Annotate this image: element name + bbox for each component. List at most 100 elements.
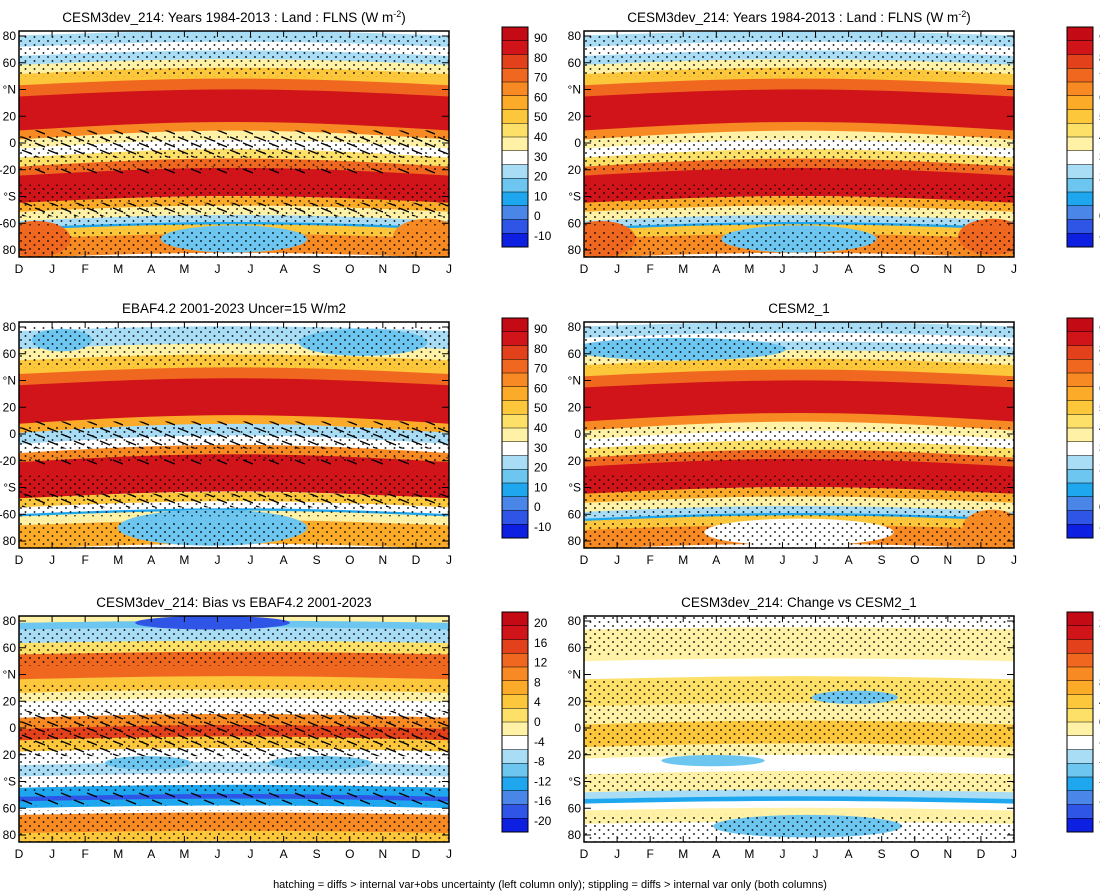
colorbar-swatch-14 xyxy=(1067,496,1093,511)
panel-title-tail: ) xyxy=(401,10,406,25)
hatching-1 xyxy=(19,421,449,449)
colorbar-swatch-3 xyxy=(502,345,528,360)
colorbar-swatch-6 xyxy=(502,386,528,401)
y-tick-label: 60 xyxy=(568,347,582,361)
y-tick-label: -60 xyxy=(0,507,16,521)
colorbar-swatch-16 xyxy=(1067,233,1093,248)
colorbar-swatch-6 xyxy=(1067,386,1093,401)
colorbar-swatch-7 xyxy=(502,400,528,415)
colorbar-label: 40 xyxy=(534,421,548,435)
colorbar-swatch-16 xyxy=(502,818,528,833)
y-tick-label: 80 xyxy=(568,534,582,548)
figure-footnote: hatching = diffs > internal var+obs unce… xyxy=(273,879,827,891)
y-tick-label: °N xyxy=(568,83,581,97)
panel-6: CESM3dev_214: Change vs CESM2_1 D J F M A M J J A… xyxy=(568,595,1100,861)
x-tick-label: J xyxy=(446,847,452,861)
stippling-1 xyxy=(19,627,449,666)
panel-title: CESM3dev_214: Years 1984-2013 : Land : F… xyxy=(62,9,405,25)
colorbar-swatch-13 xyxy=(1067,192,1093,206)
x-tick-label: J xyxy=(779,262,785,276)
y-tick-label: °N xyxy=(568,668,581,682)
colorbar-label: 30 xyxy=(534,441,548,455)
colorbar-swatch-4 xyxy=(502,653,528,668)
hatching-1 xyxy=(19,130,449,158)
x-tick-label: J xyxy=(813,847,819,861)
y-tick-label: °S xyxy=(568,481,581,495)
y-tick-label: 20 xyxy=(3,400,17,414)
x-tick-label: M xyxy=(744,262,754,276)
colorbar-swatch-15 xyxy=(1067,804,1093,819)
colorbar-swatch-13 xyxy=(1067,483,1093,497)
colorbar-swatch-10 xyxy=(502,735,528,750)
colorbar-swatch-2 xyxy=(1067,40,1093,55)
x-tick-label: N xyxy=(944,847,953,861)
colorbar-swatch-9 xyxy=(1067,137,1093,151)
y-tick-label: 0 xyxy=(9,721,16,735)
x-tick-label: A xyxy=(845,262,853,276)
colorbar-label: 10 xyxy=(534,189,548,203)
hatching-3 xyxy=(19,202,449,217)
y-tick-label: 20 xyxy=(3,694,17,708)
stippling-4 xyxy=(19,229,449,257)
colorbar-swatch-14 xyxy=(1067,205,1093,220)
x-tick-label: D xyxy=(580,847,589,861)
colorbar: 20 16 12 8 4 0 -4 -8 -12 -16 -20 xyxy=(501,611,552,833)
x-tick-label: A xyxy=(712,262,720,276)
y-tick-label: 60 xyxy=(3,801,17,815)
y-tick-label: 80 xyxy=(568,243,582,257)
colorbar-label: -12 xyxy=(534,774,552,788)
x-tick-label: O xyxy=(345,847,354,861)
x-tick-label: M xyxy=(744,847,754,861)
contour-band-3 xyxy=(584,658,1014,681)
x-tick-label: M xyxy=(678,262,688,276)
colorbar-swatch-11 xyxy=(502,749,528,764)
colorbar-label: -16 xyxy=(534,794,552,808)
x-tick-label: J xyxy=(248,553,254,567)
x-tick-label: J xyxy=(1011,553,1017,567)
y-tick-label: 0 xyxy=(574,136,581,150)
colorbar-label: 4 xyxy=(534,695,541,709)
x-tick-label: M xyxy=(179,847,189,861)
plot-frame xyxy=(18,30,450,258)
panel-5: CESM3dev_214: Bias vs EBAF4.2 2001-2023 D… xyxy=(3,595,552,861)
colorbar-swatch-3 xyxy=(1067,54,1093,69)
colorbar-swatch-4 xyxy=(1067,68,1093,83)
colorbar-swatch-10 xyxy=(502,150,528,165)
colorbar-label: 80 xyxy=(534,342,548,356)
y-tick-label: 0 xyxy=(574,427,581,441)
colorbar-swatch-12 xyxy=(502,763,528,778)
y-tick-label: 60 xyxy=(568,641,582,655)
x-tick-label: J xyxy=(214,553,220,567)
panel-title: CESM3dev_214: Years 1984-2013 : Land : F… xyxy=(627,9,970,25)
colorbar-label: 60 xyxy=(534,90,548,104)
colorbar-swatch-10 xyxy=(1067,735,1093,750)
x-tick-label: F xyxy=(646,847,653,861)
x-tick-label: O xyxy=(345,262,354,276)
colorbar-swatch-4 xyxy=(502,359,528,374)
colorbar-frame xyxy=(1066,317,1094,539)
y-tick-label: °S xyxy=(3,481,16,495)
x-tick-label: S xyxy=(313,262,321,276)
colorbar-label: 0 xyxy=(534,715,541,729)
stippling-1 xyxy=(584,616,1014,657)
x-tick-label: D xyxy=(977,262,986,276)
colorbar-swatch-16 xyxy=(1067,818,1093,833)
colorbar-swatch-8 xyxy=(502,708,528,723)
colorbar-swatch-11 xyxy=(1067,455,1093,470)
colorbar-swatch-7 xyxy=(1067,109,1093,124)
colorbar-label: -10 xyxy=(534,229,552,243)
y-tick-label: °N xyxy=(568,374,581,388)
contour-band-8 xyxy=(584,89,1014,132)
plot-area xyxy=(584,616,1014,842)
x-tick-label: A xyxy=(280,262,288,276)
colorbar-swatch-1 xyxy=(502,318,528,332)
x-tick-label: N xyxy=(379,553,388,567)
colorbar-swatch-13 xyxy=(502,192,528,206)
panel-2: CESM3dev_214: Years 1984-2013 : Land : F… xyxy=(568,9,1100,276)
colorbar-swatch-7 xyxy=(502,109,528,124)
colorbar-swatch-3 xyxy=(502,639,528,654)
x-tick-label: F xyxy=(81,553,88,567)
x-tick-label: A xyxy=(712,847,720,861)
y-tick-label: -20 xyxy=(0,163,16,177)
